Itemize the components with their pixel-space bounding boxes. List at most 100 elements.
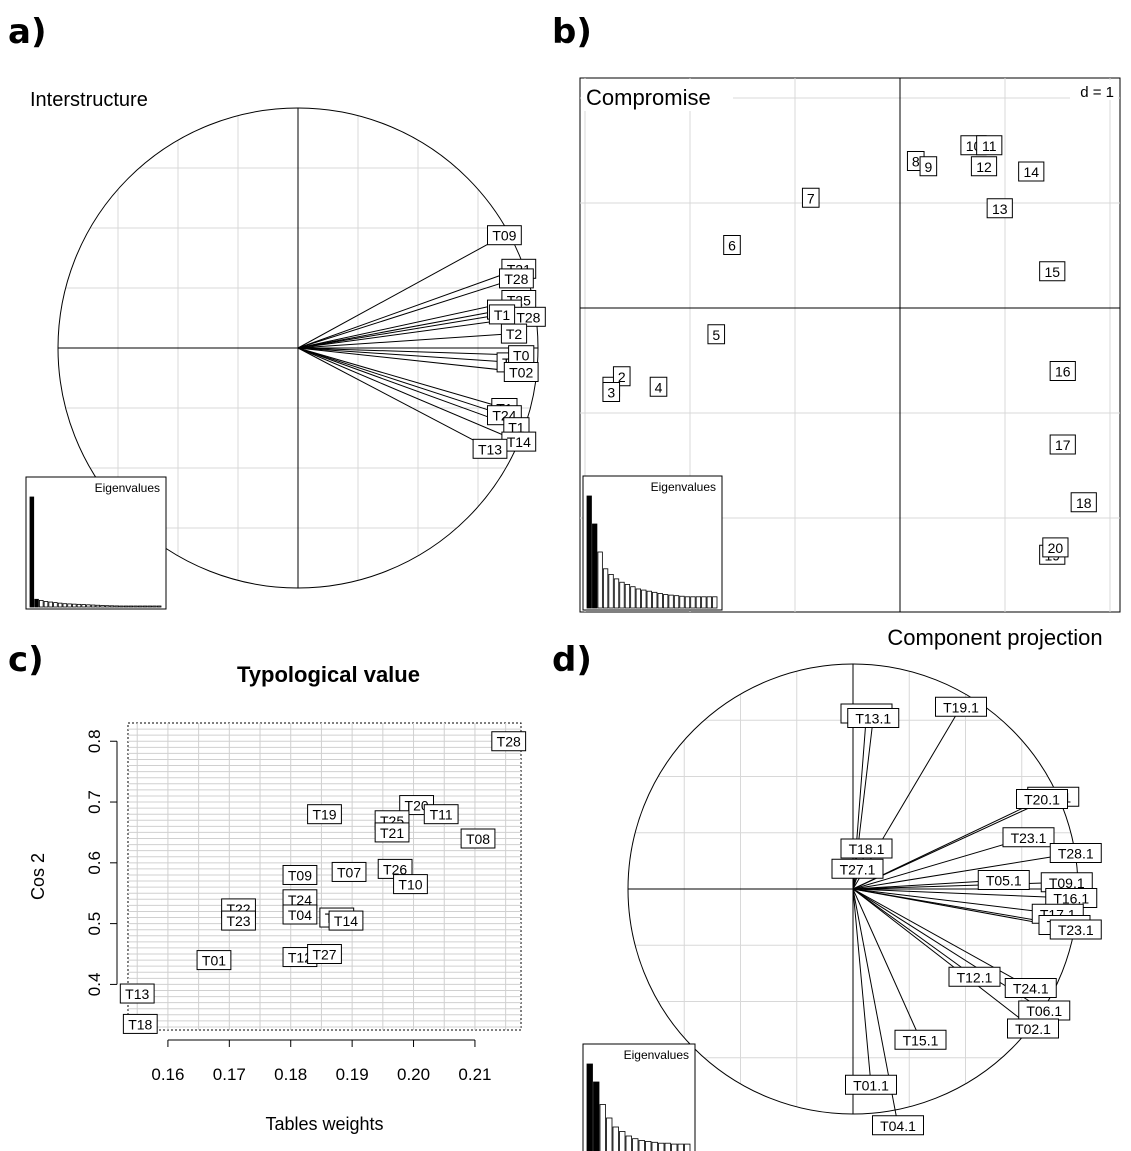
a-eigen-bar-1 bbox=[34, 598, 39, 608]
d-arrow-12 bbox=[852, 888, 1058, 914]
a-eigen-bar-13 bbox=[90, 604, 96, 608]
d-arrow-5 bbox=[852, 837, 1029, 890]
d-eigen-bar-7 bbox=[632, 1138, 639, 1151]
c-point-17: T01 bbox=[202, 953, 226, 969]
d-arrow-label-21: T04.1 bbox=[880, 1118, 916, 1134]
c-point-6: T08 bbox=[466, 831, 490, 847]
b-point-5-box bbox=[723, 235, 741, 255]
d-arrow-label-4-box bbox=[1016, 789, 1068, 809]
c-plot-frame bbox=[127, 722, 522, 1031]
a-arrow-label-9: T0 bbox=[513, 348, 530, 364]
c-ylabel: Cos 2 bbox=[28, 853, 48, 900]
c-ytick-label-4: 0.8 bbox=[85, 729, 104, 753]
a-arrow-label-10-box bbox=[503, 362, 539, 382]
a-eigen-bar-5 bbox=[53, 602, 58, 608]
d-arrow-label-20-box bbox=[845, 1074, 897, 1095]
b-point-11: 12 bbox=[976, 159, 992, 175]
c-point-2: T19 bbox=[312, 807, 336, 823]
b-point-8: 9 bbox=[924, 159, 932, 175]
b-eigen-bar-13 bbox=[657, 593, 663, 609]
b-point-17-box bbox=[1070, 492, 1097, 513]
d-eigen-bar-14 bbox=[677, 1143, 684, 1151]
b-scale-bg bbox=[1070, 80, 1118, 100]
b-point-17: 18 bbox=[1076, 495, 1092, 511]
b-point-3: 4 bbox=[655, 379, 663, 395]
c-point-16: T14 bbox=[334, 913, 358, 929]
a-arrow-label-14: T14 bbox=[507, 434, 531, 450]
b-point-1-box bbox=[612, 366, 631, 387]
d-arrow-label-9: T05.1 bbox=[986, 873, 1022, 889]
a-arrow-15 bbox=[297, 347, 490, 449]
b-eigen-frame bbox=[582, 475, 723, 611]
b-point-10: 11 bbox=[982, 138, 997, 154]
c-xtick-label-0: 0.16 bbox=[151, 1065, 184, 1084]
b-eigen-bar-16 bbox=[673, 595, 680, 609]
d-arrow-label-4: T20.1 bbox=[1024, 792, 1060, 808]
c-xtick-label-5: 0.21 bbox=[458, 1065, 491, 1084]
d-arrow-16 bbox=[852, 888, 1031, 988]
b-point-7: 8 bbox=[912, 154, 920, 170]
d-eigen-bar-4 bbox=[612, 1126, 619, 1151]
d-arrow-label-1: T13.1 bbox=[855, 711, 891, 727]
c-xtick-label-1: 0.17 bbox=[213, 1065, 246, 1084]
c-point-20: T13 bbox=[125, 986, 149, 1002]
panel-label-c: c) bbox=[8, 640, 44, 680]
b-point-5: 6 bbox=[728, 238, 736, 254]
b-eigen-bar-10 bbox=[641, 589, 647, 609]
a-arrow-label-5: T28 bbox=[516, 309, 540, 325]
a-eigen-bar-9 bbox=[72, 603, 77, 608]
b-point-16: 17 bbox=[1055, 437, 1071, 453]
d-arrow-label-7-box bbox=[840, 838, 893, 859]
b-scale-label: d = 1 bbox=[1080, 84, 1114, 101]
a-eigen-bar-20 bbox=[123, 605, 129, 608]
d-arrow-label-15: T12.1 bbox=[957, 969, 993, 985]
c-ytick-label-2: 0.6 bbox=[85, 851, 104, 875]
a-eigen-bar-3 bbox=[43, 601, 49, 608]
b-point-16-box bbox=[1049, 434, 1076, 455]
a-arrow-10 bbox=[297, 347, 521, 372]
a-arrow-label-0: T09 bbox=[492, 228, 516, 244]
c-point-0-box bbox=[491, 731, 527, 752]
c-xtick-label-3: 0.19 bbox=[336, 1065, 369, 1084]
a-eigen-bar-17 bbox=[109, 605, 115, 608]
d-eigen-bar-6 bbox=[625, 1135, 632, 1151]
b-eigen-bar-11 bbox=[646, 590, 652, 609]
d-arrow-label-7: T18.1 bbox=[849, 841, 885, 857]
a-arrow-2 bbox=[297, 278, 516, 349]
d-eigen-bar-1 bbox=[593, 1081, 600, 1151]
c-point-9: T26 bbox=[383, 861, 407, 877]
d-arrow-2 bbox=[852, 707, 961, 890]
d-arrow-label-21-box bbox=[872, 1115, 924, 1136]
a-eigen-bar-7 bbox=[62, 603, 68, 608]
b-eigen-bar-19 bbox=[690, 596, 696, 609]
b-eigen-bar-23 bbox=[712, 596, 718, 609]
d-eigen-bar-13 bbox=[671, 1143, 678, 1151]
c-point-21: T18 bbox=[128, 1016, 152, 1032]
c-point-14: T04 bbox=[288, 907, 312, 923]
b-point-15-box bbox=[1049, 361, 1076, 381]
c-point-17-box bbox=[196, 950, 232, 971]
a-arrow-label-6: T1 bbox=[494, 307, 511, 323]
b-eigen-bar-22 bbox=[706, 596, 712, 609]
a-eigen-bar-24 bbox=[142, 605, 148, 608]
a-arrow-0 bbox=[297, 235, 504, 349]
d-title: Component projection bbox=[887, 625, 1102, 650]
a-eigen-bar-19 bbox=[119, 605, 124, 608]
d-arrow-label-2-box bbox=[935, 696, 987, 717]
d-arrow-label-16: T24.1 bbox=[1013, 981, 1049, 997]
a-arrow-9 bbox=[297, 347, 521, 355]
a-eigen-bar-23 bbox=[138, 605, 143, 608]
c-xtick-label-2: 0.18 bbox=[274, 1065, 307, 1084]
b-point-8-box bbox=[919, 156, 938, 177]
a-arrow-label-2-box bbox=[499, 268, 534, 289]
b-eigen-bar-5 bbox=[613, 578, 620, 609]
d-eigen-bar-15 bbox=[684, 1143, 691, 1151]
c-xlabel: Tables weights bbox=[265, 1114, 383, 1134]
a-arrow-11 bbox=[297, 347, 504, 408]
a-eigen-bar-16 bbox=[105, 605, 110, 608]
c-point-6-box bbox=[460, 828, 496, 849]
c-point-11: T24 bbox=[288, 892, 312, 908]
a-eigen-bar-11 bbox=[81, 604, 86, 608]
b-point-4-box bbox=[707, 324, 726, 345]
